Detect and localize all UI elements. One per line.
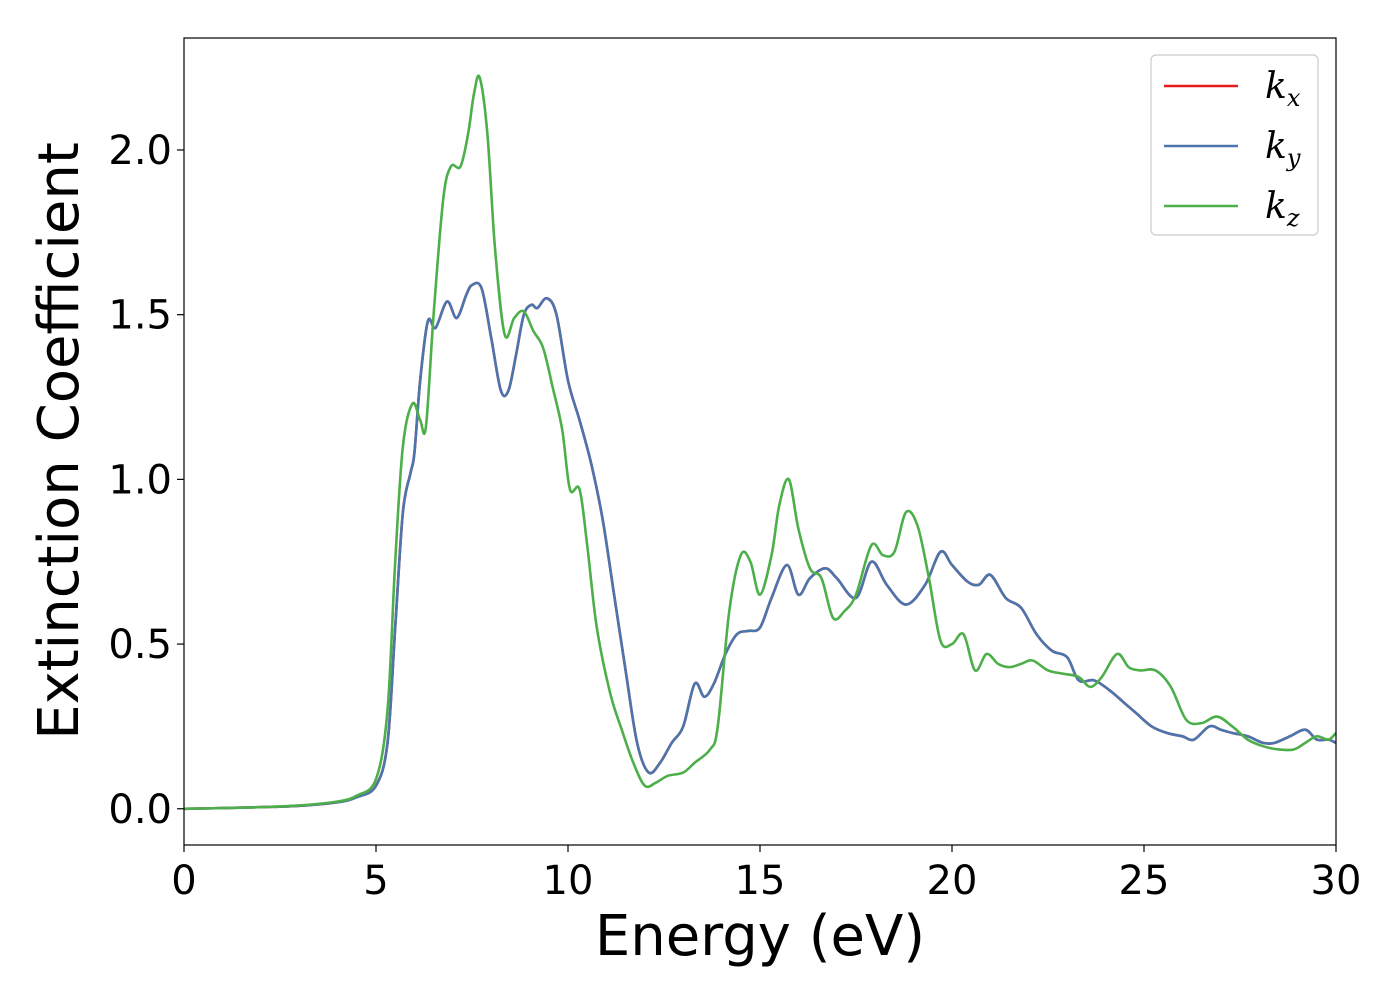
series-lines [183,74,1337,811]
y-tick-label: 1.5 [108,293,172,339]
series-line-z [183,74,1337,811]
y-tick-label: 2.0 [108,128,172,174]
y-axis-title: Extinction Coefficient [27,142,92,740]
legend-label-y: ky [1265,126,1301,172]
y-tick-label: 1.0 [108,457,172,503]
y-axis-ticks: 0.0 0.5 1.0 1.5 2.0 [108,128,184,833]
plot-background [184,38,1336,845]
y-tick-label: 0.5 [108,622,172,668]
x-axis-title: Energy (eV) [595,904,925,969]
x-tick-label: 15 [735,858,786,904]
x-tick-label: 20 [927,858,978,904]
x-tick-label: 0 [171,858,196,904]
x-tick-label: 30 [1311,858,1362,904]
legend-label-z: kz [1265,186,1300,232]
x-tick-label: 5 [363,858,388,904]
x-tick-label: 10 [543,858,594,904]
x-axis-ticks: 0 5 10 15 20 25 30 [171,845,1361,904]
y-tick-label: 0.0 [108,787,172,833]
legend: kx ky kz [1150,54,1319,236]
x-tick-label: 25 [1119,858,1170,904]
legend-label-x: kx [1265,66,1301,112]
